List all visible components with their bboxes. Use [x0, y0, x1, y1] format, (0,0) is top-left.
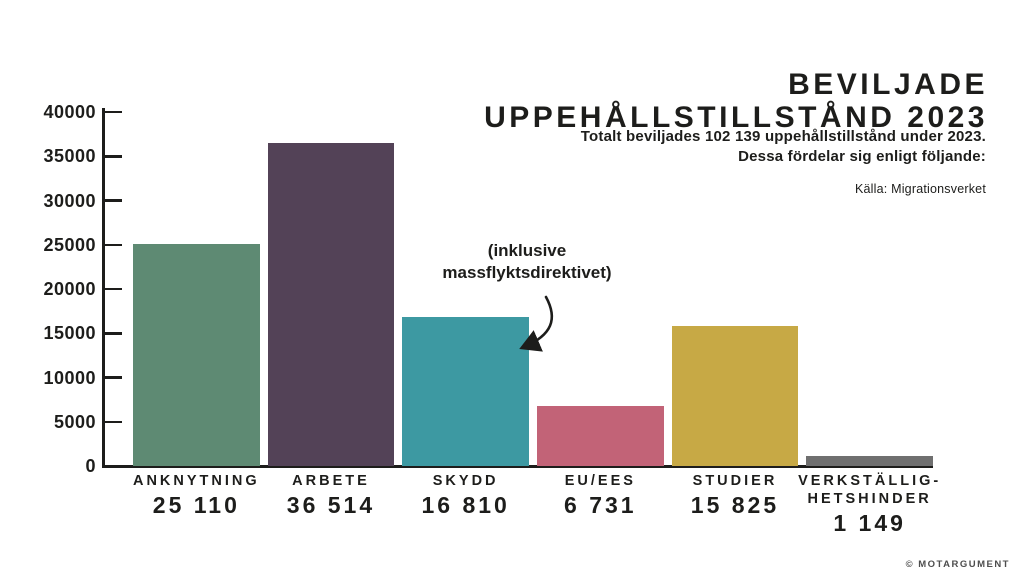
- y-tick-35000: [104, 155, 122, 158]
- value-label: 25 110: [152, 492, 240, 519]
- bar-label-block: ANKNYTNING 25 110: [119, 472, 274, 519]
- y-tick-label-35000: 35000: [43, 146, 96, 167]
- y-axis-line: [102, 108, 105, 467]
- category-label: ANKNYTNING: [132, 473, 260, 489]
- y-tick-15000: [104, 332, 122, 335]
- bar-anknytning: [133, 243, 260, 466]
- y-tick-30000: [104, 199, 122, 202]
- chart-subtitle: Totalt beviljades 102 139 uppehållstills…: [580, 128, 986, 166]
- y-tick-label-5000: 5000: [53, 411, 96, 432]
- y-tick-label-0: 0: [85, 456, 96, 476]
- credit-motargument: © MOTARGUMENT: [905, 559, 1010, 570]
- bar-verkst-llig-hetshinder: [806, 455, 933, 466]
- value-label: 1 149: [833, 510, 906, 537]
- bar-label-block: EU/EES 6 731: [523, 472, 678, 519]
- y-tick-25000: [104, 243, 122, 246]
- value-label: 16 810: [421, 492, 510, 519]
- bar-arbete: [267, 142, 395, 466]
- source-caption: Källa: Migrationsverket: [854, 182, 986, 196]
- x-axis-line: [102, 465, 933, 468]
- bar-eu-ees: [537, 406, 664, 466]
- bar-label-block: ARBETE 36 514: [254, 472, 409, 519]
- bar-label-block: STUDIER 15 825: [658, 472, 813, 519]
- chart-title: BEVILJADE UPPEHÅLLSTILLSTÅND 2023: [484, 68, 988, 135]
- value-label: 15 825: [690, 492, 780, 519]
- y-tick-40000: [104, 110, 122, 114]
- annotation-massflyktsdirektivet: (inklusive massflyktsdirektivet): [442, 241, 612, 283]
- bar-label-block: SKYDD 16 810: [388, 472, 543, 519]
- category-label: EU/EES: [564, 473, 636, 489]
- y-tick-label-40000: 40000: [43, 102, 96, 122]
- y-tick-20000: [104, 287, 122, 291]
- y-tick-label-20000: 20000: [43, 279, 96, 299]
- value-label: 36 514: [286, 492, 376, 519]
- value-label: 6 731: [564, 492, 637, 519]
- category-label: STUDIER: [692, 473, 778, 489]
- bar-studier: [671, 325, 799, 466]
- y-tick-label-10000: 10000: [43, 367, 96, 388]
- y-tick-label-25000: 25000: [43, 234, 96, 255]
- bar-skydd: [402, 317, 529, 466]
- y-tick-label-30000: 30000: [43, 190, 96, 211]
- y-tick-label-15000: 15000: [43, 323, 96, 344]
- category-label: SKYDD: [432, 473, 499, 489]
- category-label: VERKSTÄLLIG- HETSHINDER: [798, 473, 942, 508]
- y-tick-10000: [104, 376, 122, 379]
- y-tick-5000: [104, 420, 122, 423]
- bar-label-block: VERKSTÄLLIG- HETSHINDER 1 149: [792, 472, 947, 537]
- category-label: ARBETE: [292, 473, 370, 489]
